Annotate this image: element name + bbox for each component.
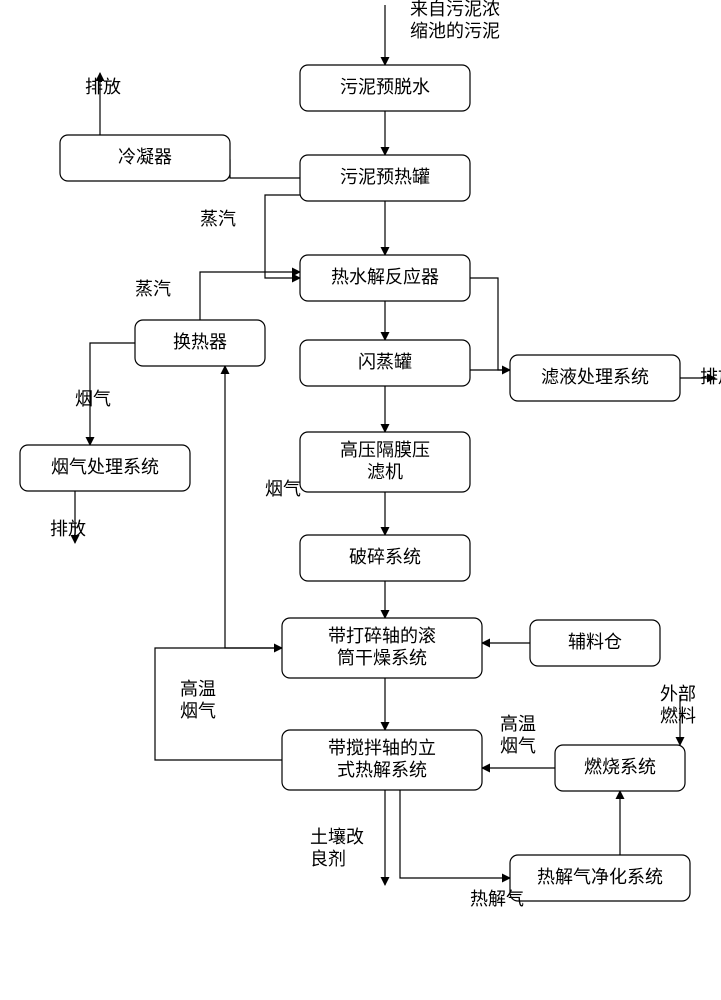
node-press-label: 滤机 [367, 462, 403, 482]
node-filtrate-label: 滤液处理系统 [541, 367, 649, 387]
edge-e_hyd_filtr [470, 278, 510, 370]
label-top_in2: 缩池的污泥 [410, 21, 500, 41]
label-emit3: 排放 [50, 519, 86, 539]
node-hydrolysis: 热水解反应器 [300, 255, 470, 301]
edge-e_pyr_purify [400, 790, 510, 878]
node-dryer-label: 带打碎轴的滚 [328, 626, 436, 646]
edge-e_dry_exch [225, 366, 282, 648]
label-steam1: 蒸汽 [200, 209, 236, 229]
label-flue2: 烟气 [265, 479, 301, 499]
node-fluegas: 烟气处理系统 [20, 445, 190, 491]
node-aux: 辅料仓 [530, 620, 660, 666]
node-hydrolysis-label: 热水解反应器 [331, 267, 439, 287]
node-input: 污泥预脱水 [300, 65, 470, 111]
node-press: 高压隔膜压滤机 [300, 432, 470, 492]
node-press-label: 高压隔膜压 [340, 440, 430, 460]
label-steam2: 蒸汽 [135, 279, 171, 299]
node-pyrolysis: 带搅拌轴的立式热解系统 [282, 730, 482, 790]
label-emit2: 排放 [700, 367, 721, 387]
edge-e_steam_loop [265, 195, 300, 278]
node-purify-label: 热解气净化系统 [537, 867, 663, 887]
label-soil1: 土壤改 [310, 827, 364, 847]
edge-e_exch_hyd [200, 272, 300, 320]
node-preheat-label: 污泥预热罐 [340, 167, 430, 187]
node-aux-label: 辅料仓 [568, 632, 622, 652]
node-flash: 闪蒸罐 [300, 340, 470, 386]
node-fluegas-label: 烟气处理系统 [51, 457, 159, 477]
node-crush-label: 破碎系统 [349, 547, 421, 567]
node-pyrolysis-label: 式热解系统 [337, 760, 427, 780]
node-dryer-label: 筒干燥系统 [337, 648, 427, 668]
node-pyrolysis-label: 带搅拌轴的立 [328, 738, 436, 758]
node-crush: 破碎系统 [300, 535, 470, 581]
node-flash-label: 闪蒸罐 [358, 352, 412, 372]
node-exchanger-label: 换热器 [173, 332, 227, 352]
node-dryer: 带打碎轴的滚筒干燥系统 [282, 618, 482, 678]
label-pygas: 热解气 [470, 889, 524, 909]
label-emit1: 排放 [85, 77, 121, 97]
label-flue1: 烟气 [75, 389, 111, 409]
label-htf2a: 高温 [500, 714, 536, 734]
node-combustion: 燃烧系统 [555, 745, 685, 791]
label-extfuel2: 燃料 [660, 706, 696, 726]
node-condenser-label: 冷凝器 [118, 147, 172, 167]
label-soil2: 良剂 [310, 849, 346, 869]
node-purify: 热解气净化系统 [510, 855, 690, 901]
node-filtrate: 滤液处理系统 [510, 355, 680, 401]
label-htf2b: 烟气 [500, 736, 536, 756]
label-htf1a: 高温 [180, 679, 216, 699]
node-exchanger: 换热器 [135, 320, 265, 366]
edge-e_pyr_dry [155, 648, 282, 760]
node-preheat: 污泥预热罐 [300, 155, 470, 201]
node-input-label: 污泥预脱水 [340, 77, 430, 97]
node-condenser: 冷凝器 [60, 135, 230, 181]
label-htf1b: 烟气 [180, 701, 216, 721]
node-combustion-label: 燃烧系统 [584, 757, 656, 777]
label-top_in1: 来自污泥浓 [410, 0, 500, 19]
label-extfuel1: 外部 [660, 684, 696, 704]
flowchart-canvas: 污泥预脱水污泥预热罐冷凝器热水解反应器闪蒸罐换热器滤液处理系统高压隔膜压滤机烟气… [0, 0, 721, 1000]
